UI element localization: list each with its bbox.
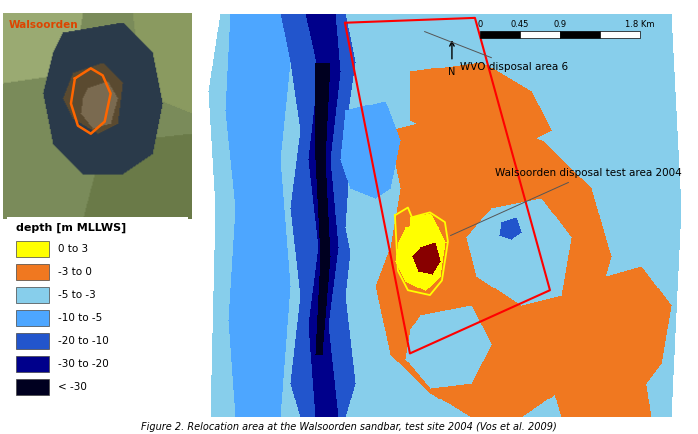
Text: Figure 2. Relocation area at the Walsoorden sandbar, test site 2004 (Vos et al. : Figure 2. Relocation area at the Walsoor… [141, 422, 557, 432]
Bar [520, 30, 560, 38]
Text: 0.45: 0.45 [511, 20, 529, 29]
Bar [16, 241, 49, 257]
Text: Walsoorden disposal test area 2004: Walsoorden disposal test area 2004 [450, 168, 682, 236]
Bar [16, 333, 49, 349]
Bar [16, 310, 49, 326]
Text: WVO disposal area 6: WVO disposal area 6 [424, 32, 568, 72]
Text: < -30: < -30 [58, 381, 87, 392]
Text: Walsoorden: Walsoorden [8, 20, 78, 30]
Bar [16, 287, 49, 303]
Bar [16, 356, 49, 372]
Text: 1.8 Km: 1.8 Km [625, 20, 655, 29]
Text: N: N [448, 66, 456, 76]
Text: -20 to -10: -20 to -10 [58, 336, 109, 346]
Bar [600, 30, 640, 38]
Text: -10 to -5: -10 to -5 [58, 313, 102, 323]
Text: 0 to 3: 0 to 3 [58, 244, 88, 254]
Text: depth [m MLLWS]: depth [m MLLWS] [16, 223, 126, 233]
Bar [480, 30, 520, 38]
Text: -3 to 0: -3 to 0 [58, 267, 91, 277]
Text: 0.9: 0.9 [554, 20, 567, 29]
Text: -30 to -20: -30 to -20 [58, 359, 109, 369]
Bar [560, 30, 600, 38]
Bar [16, 264, 49, 280]
Text: -5 to -3: -5 to -3 [58, 290, 96, 300]
Text: 0: 0 [477, 20, 482, 29]
Bar [16, 379, 49, 395]
